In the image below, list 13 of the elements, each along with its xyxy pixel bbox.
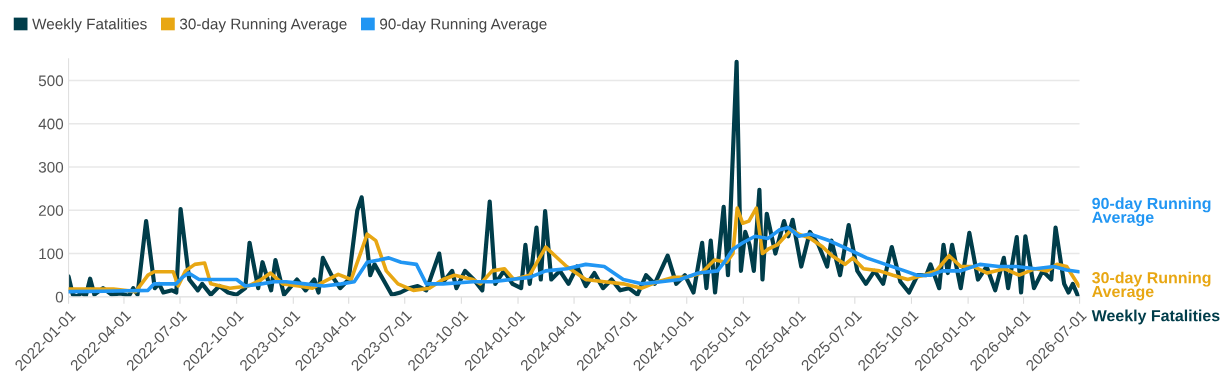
y-tick-label: 500	[38, 75, 64, 87]
y-tick-label: 400	[38, 118, 64, 130]
text: 90-day Running Average	[1092, 197, 1211, 227]
y-tick-label: 300	[38, 161, 64, 173]
text: 30-day Running Average	[1092, 271, 1211, 301]
legend-label: 30-day Running Average	[179, 18, 347, 33]
legend-label: Weekly Fatalities	[32, 18, 147, 33]
legend-label: 90-day Running Average	[380, 18, 547, 33]
y-tick-label: 200	[38, 205, 64, 216]
y-tick-label: 100	[39, 248, 64, 260]
line-series	[68, 225, 1080, 294]
text: Weekly Fatalities	[1091, 309, 1220, 325]
y-tick-label: 0	[55, 291, 64, 303]
